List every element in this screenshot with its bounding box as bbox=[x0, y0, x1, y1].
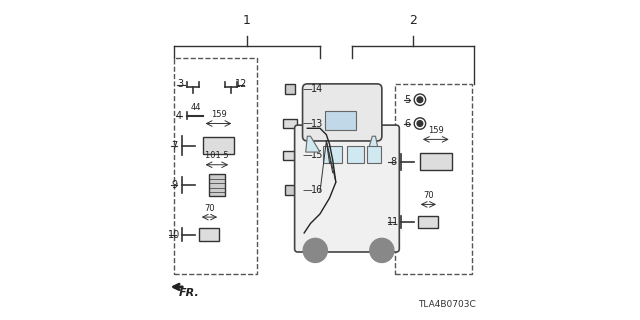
Text: 8: 8 bbox=[390, 156, 396, 167]
Bar bbox=[209, 174, 225, 196]
Circle shape bbox=[417, 97, 423, 103]
Text: 7: 7 bbox=[171, 141, 177, 151]
Text: 101 5: 101 5 bbox=[205, 151, 228, 160]
Text: 12: 12 bbox=[234, 79, 247, 89]
Bar bbox=[198, 228, 220, 241]
Bar bbox=[420, 153, 452, 170]
Text: 15: 15 bbox=[310, 150, 323, 160]
Bar bbox=[347, 146, 364, 163]
Bar bbox=[203, 137, 234, 155]
Bar bbox=[367, 146, 381, 163]
Polygon shape bbox=[367, 136, 379, 152]
Text: 70: 70 bbox=[204, 204, 214, 213]
Text: 10: 10 bbox=[168, 229, 180, 240]
Text: —: — bbox=[303, 84, 312, 94]
Text: 2: 2 bbox=[409, 14, 417, 27]
Circle shape bbox=[417, 121, 423, 126]
Text: 16: 16 bbox=[310, 185, 323, 195]
Text: 11: 11 bbox=[387, 217, 399, 227]
FancyBboxPatch shape bbox=[303, 84, 382, 141]
Bar bbox=[283, 119, 297, 128]
Text: 159: 159 bbox=[428, 126, 444, 135]
Bar bbox=[285, 185, 295, 195]
Text: 70: 70 bbox=[423, 191, 433, 200]
Circle shape bbox=[303, 238, 327, 262]
Circle shape bbox=[370, 238, 394, 262]
Bar bbox=[417, 215, 438, 228]
Bar bbox=[323, 146, 342, 163]
Text: —: — bbox=[303, 118, 312, 129]
Text: 3: 3 bbox=[177, 79, 184, 89]
Text: 9: 9 bbox=[171, 180, 177, 190]
Text: —: — bbox=[303, 185, 312, 195]
Text: 13: 13 bbox=[310, 118, 323, 129]
Text: —: — bbox=[303, 150, 312, 160]
Text: 5: 5 bbox=[404, 95, 410, 105]
Text: 6: 6 bbox=[404, 118, 410, 129]
Text: 4: 4 bbox=[176, 111, 182, 121]
FancyBboxPatch shape bbox=[294, 125, 399, 252]
Text: 159: 159 bbox=[211, 110, 227, 119]
Text: TLA4B0703C: TLA4B0703C bbox=[418, 300, 476, 309]
Bar bbox=[285, 84, 295, 94]
Text: 44: 44 bbox=[191, 103, 202, 112]
Bar bbox=[324, 111, 356, 130]
Polygon shape bbox=[306, 136, 320, 152]
Bar bbox=[283, 151, 297, 160]
Text: 1: 1 bbox=[243, 14, 251, 27]
Text: 14: 14 bbox=[310, 84, 323, 94]
Text: FR.: FR. bbox=[179, 288, 200, 299]
